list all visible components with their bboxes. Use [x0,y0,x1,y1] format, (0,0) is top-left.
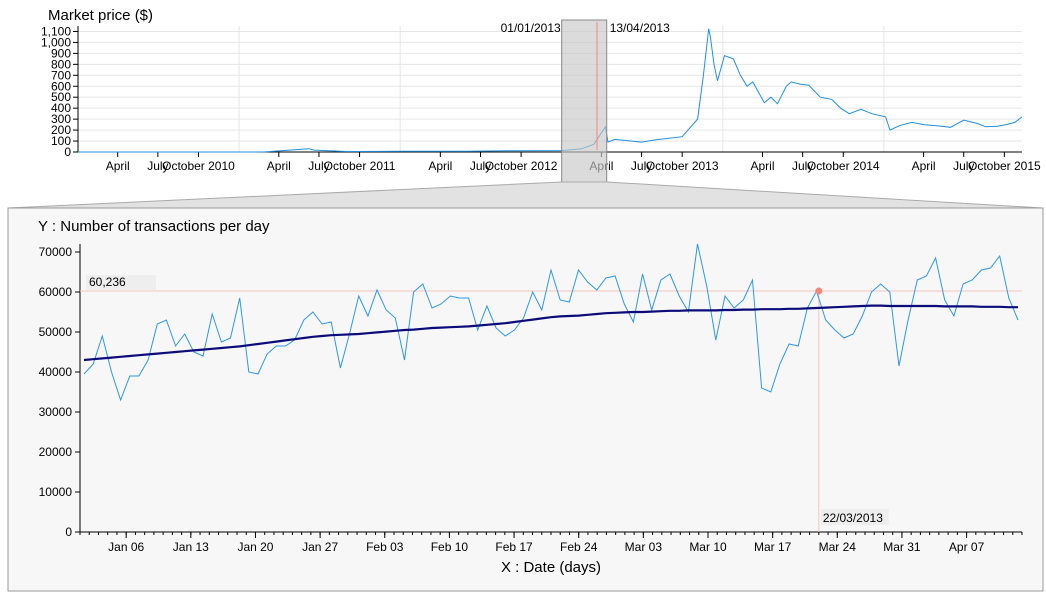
transactions-chart: Y : Number of transactions per day 0 1000… [7,207,1044,592]
y-tick-label: 200 [51,123,71,137]
market-price-line [78,28,1023,153]
x-tick-label: October 2013 [646,159,719,173]
y-tick-label: 800 [51,57,71,71]
y-tick-label: 300 [51,112,71,126]
y-tick-label: 1,100 [41,24,71,38]
y-tick-label: 60000 [39,285,73,299]
y-tick-label: 600 [51,79,71,93]
transactions-y-axis: 0 10000 20000 30000 40000 50000 60000 70000 [39,244,81,539]
x-tick-label: October 2011 [324,159,396,173]
y-tick-label: 700 [51,68,71,82]
detail-panel [7,207,1044,592]
x-tick-label: October 2015 [968,159,1041,173]
y-tick-label: 500 [51,90,71,104]
y-tick-label: 100 [51,134,71,148]
x-tick-label: July [631,159,652,173]
y-tick-label: 40000 [39,365,73,379]
x-tick-label: October 2014 [807,159,880,173]
x-tick-label: Mar 17 [754,540,792,554]
x-tick-label: October 2010 [162,159,235,173]
y-tick-label: 20000 [39,445,73,459]
x-tick-label: July [953,159,974,173]
x-tick-label: Jan 20 [237,540,273,554]
x-tick-label: Mar 31 [883,540,921,554]
x-tick-label: Feb 17 [495,540,533,554]
y-tick-label: 0 [65,525,72,539]
x-tick-label: July [147,159,168,173]
x-tick-label: October 2012 [485,159,558,173]
x-tick-label: July [308,159,329,173]
market-price-title: Market price ($) [48,7,153,24]
time-range-brush[interactable] [561,19,608,183]
x-tick-label: April [912,159,936,173]
brush-start-label: 01/01/2013 [501,21,561,35]
x-tick-label: Jan 27 [302,540,338,554]
x-tick-label: Apr 07 [949,540,985,554]
highlight-value-label: 60,236 [89,275,126,289]
market-price-grid [78,26,1022,153]
transactions-x-axis: Jan 06 Jan 13 Jan 20 Jan 27 Feb 03 Feb 10 Feb … [79,531,1023,554]
x-tick-label: Mar 10 [689,540,727,554]
y-tick-label: 70000 [39,245,73,259]
brush-end-label: 13/04/2013 [610,21,670,35]
x-tick-label: July [792,159,813,173]
x-tick-label: Jan 06 [108,540,144,554]
y-tick-label: 900 [51,46,71,60]
highlight-point[interactable] [815,287,823,295]
zoom-connector [7,181,1044,209]
market-price-chart: Market price ($) 01002003004005006007008… [41,7,1041,183]
y-tick-label: 30000 [39,405,73,419]
y-tick-label: 1,000 [41,35,71,49]
x-tick-label: Jan 13 [173,540,209,554]
x-tick-label: Feb 24 [560,540,598,554]
highlight-value-box [86,275,156,291]
x-tick-label: Mar 03 [625,540,663,554]
x-tick-label: April [750,159,774,173]
brush-selection[interactable] [561,19,608,183]
x-tick-label: Feb 03 [366,540,404,554]
x-tick-label: Mar 24 [819,540,857,554]
y-tick-label: 10000 [39,485,73,499]
daily-transactions-line [83,243,1019,402]
x-tick-label: April [428,159,452,173]
x-tick-label: April [106,159,130,173]
x-tick-label: Feb 10 [431,540,469,554]
y-tick-label: 400 [51,101,71,115]
highlight-date-box [820,509,889,525]
transactions-x-axis-label: X : Date (days) [501,559,601,576]
x-tick-label: April [267,159,291,173]
y-tick-label: 0 [64,145,71,159]
y-tick-label: 50000 [39,325,73,339]
highlight-date-label: 22/03/2013 [823,511,883,525]
x-tick-label: July [470,159,491,173]
transactions-y-axis-label: Y : Number of transactions per day [38,218,270,235]
moving-average-line [83,304,1018,362]
